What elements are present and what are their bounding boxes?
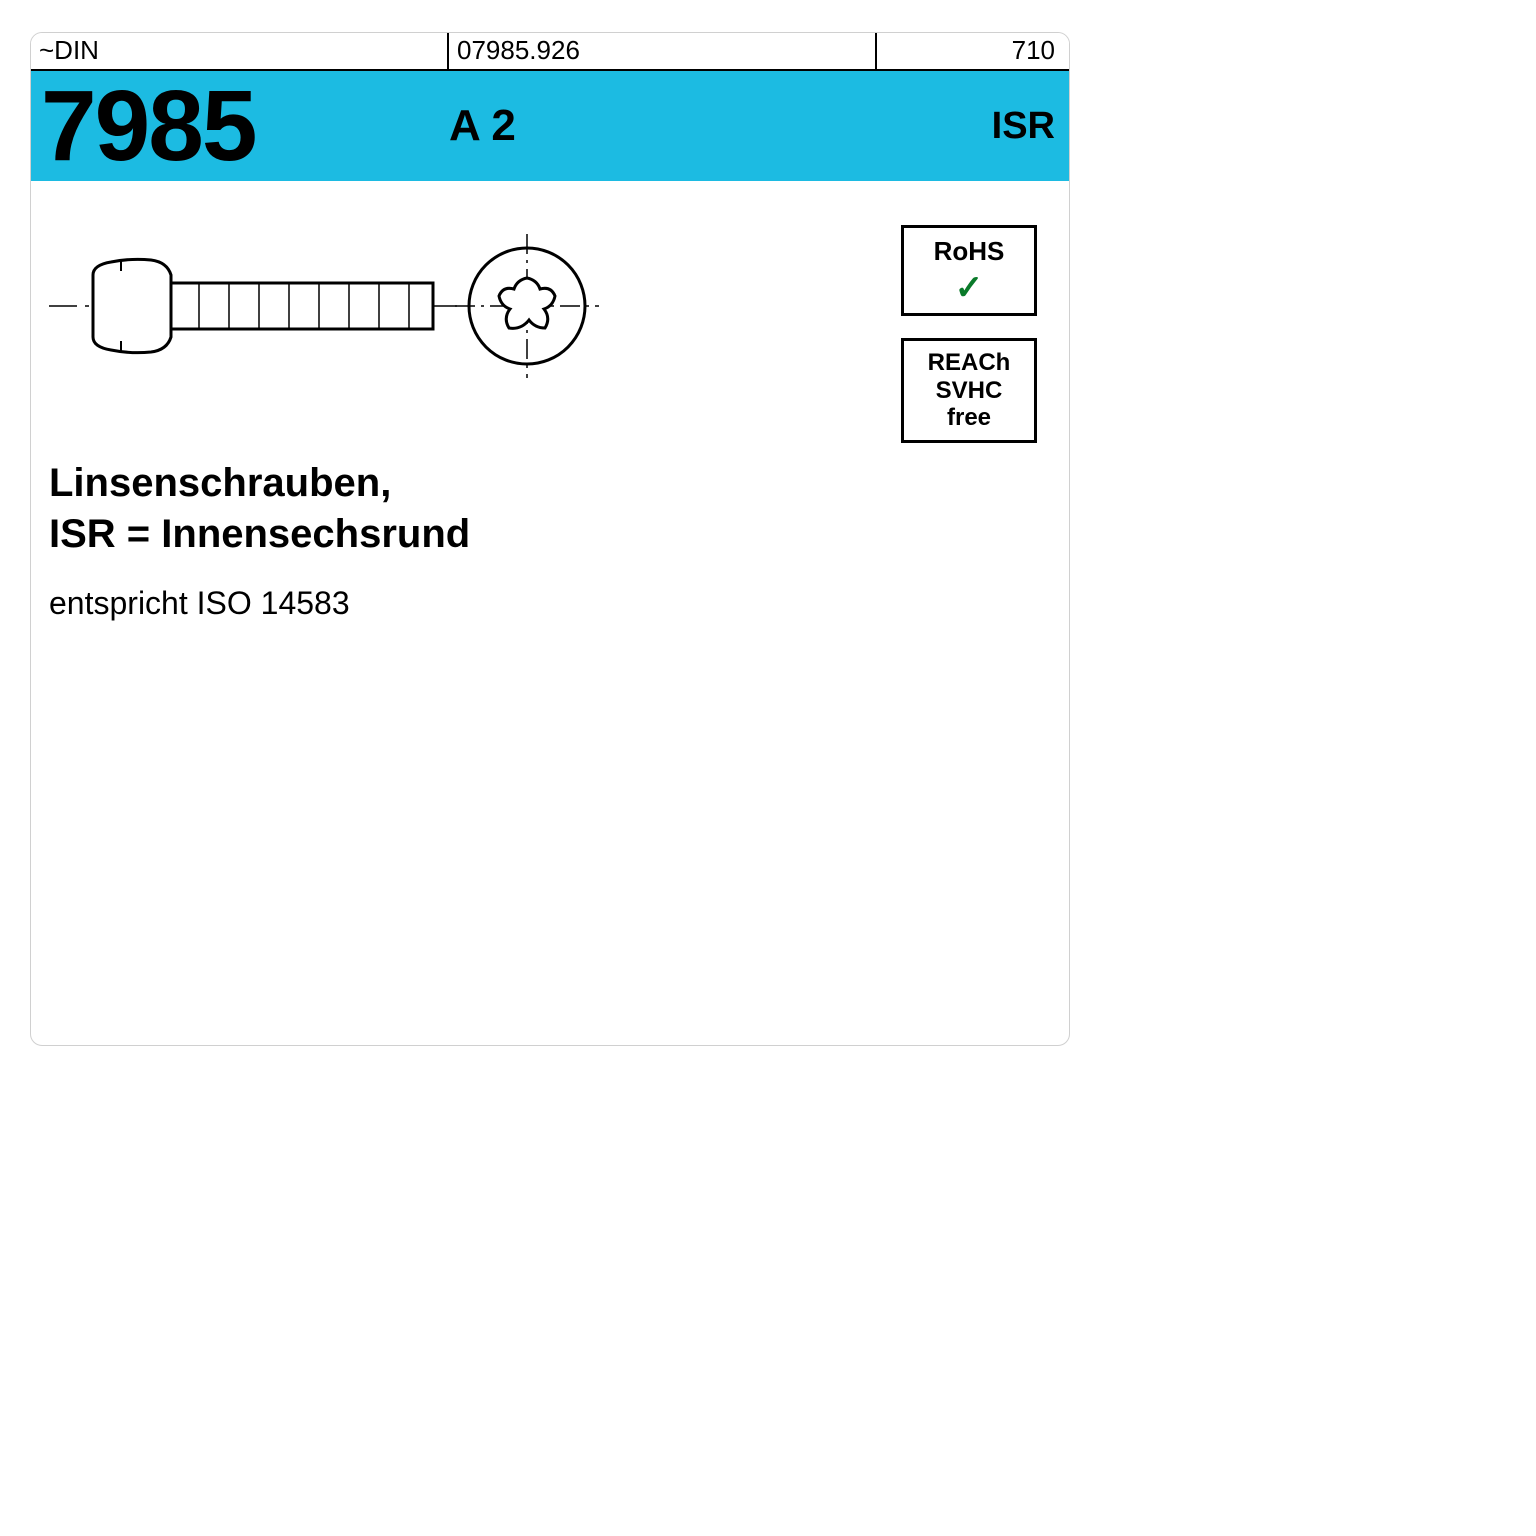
description-block: Linsenschrauben, ISR = Innensechsrund en… [49, 461, 1051, 622]
title-band: 7985 A 2 ISR [31, 71, 1069, 181]
reach-badge: REACh SVHC free [901, 338, 1037, 443]
technical-drawing: RoHS ✓ REACh SVHC free [49, 221, 1051, 401]
rohs-label: RoHS [910, 236, 1028, 267]
rohs-check-icon: ✓ [910, 271, 1028, 305]
description-line3: entspricht ISO 14583 [49, 585, 1051, 622]
header-article-code: 07985.926 [449, 33, 877, 69]
drive-type: ISR [885, 105, 1069, 148]
rohs-badge: RoHS ✓ [901, 225, 1037, 316]
standard-number: 7985 [31, 76, 441, 176]
header-row: ~DIN 07985.926 710 [31, 33, 1069, 71]
compliance-badges: RoHS ✓ REACh SVHC free [901, 225, 1037, 465]
header-standard: ~DIN [31, 33, 449, 69]
product-spec-card: ~DIN 07985.926 710 7985 A 2 ISR [30, 32, 1070, 1046]
reach-line2: SVHC [910, 377, 1028, 405]
header-class: 710 [877, 33, 1069, 69]
description-line1: Linsenschrauben, [49, 461, 1051, 506]
reach-line3: free [910, 404, 1028, 432]
description-line2: ISR = Innensechsrund [49, 512, 1051, 557]
material-grade: A 2 [441, 101, 885, 151]
body-area: RoHS ✓ REACh SVHC free Linsenschrauben, … [31, 181, 1069, 622]
reach-line1: REACh [910, 349, 1028, 377]
